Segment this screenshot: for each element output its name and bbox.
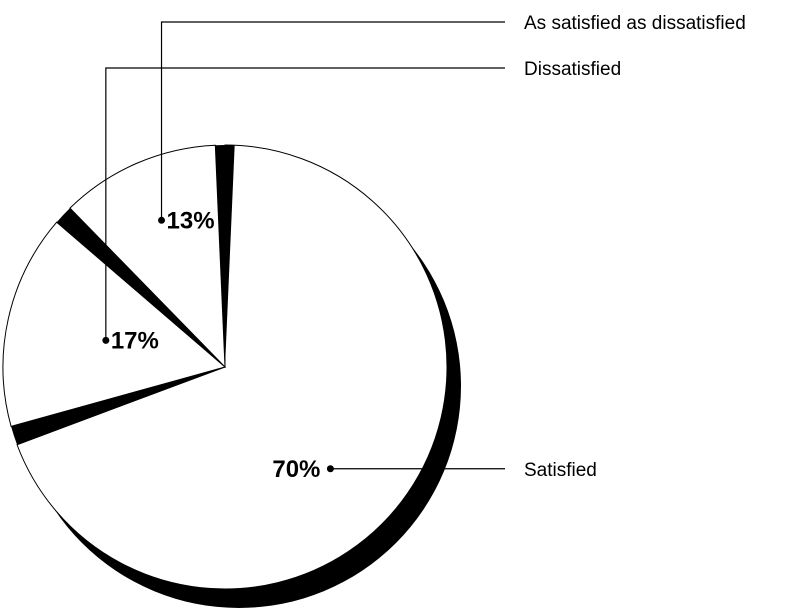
pie-slice-satisfied (16, 144, 448, 590)
data-label-satisfied: 70% (272, 456, 320, 483)
callout-line (160, 21, 505, 221)
data-label-as-satisfied-as-dissatisfied: 13% (167, 207, 215, 234)
data-label-dissatisfied: 17% (111, 327, 159, 354)
pie-separator (11, 367, 225, 445)
category-label-dissatisfied: Dissatisfied (524, 59, 621, 80)
callout-line (105, 67, 505, 341)
pie-slice-dissatisfied (2, 221, 227, 427)
pie-separator (56, 208, 225, 367)
pie-separator (215, 144, 235, 367)
label-layer: 70% Satisfied 17% Dissatisfied 13% As satisfi… (111, 13, 746, 483)
category-label-satisfied: Satisfied (524, 460, 597, 481)
pie-slice-layer (2, 144, 448, 590)
callout-layer (102, 21, 505, 473)
category-label-as-satisfied-as-dissatisfied: As satisfied as dissatisfied (524, 13, 746, 34)
pie-slice-as-satisfied-as-dissatisfied (69, 144, 226, 369)
